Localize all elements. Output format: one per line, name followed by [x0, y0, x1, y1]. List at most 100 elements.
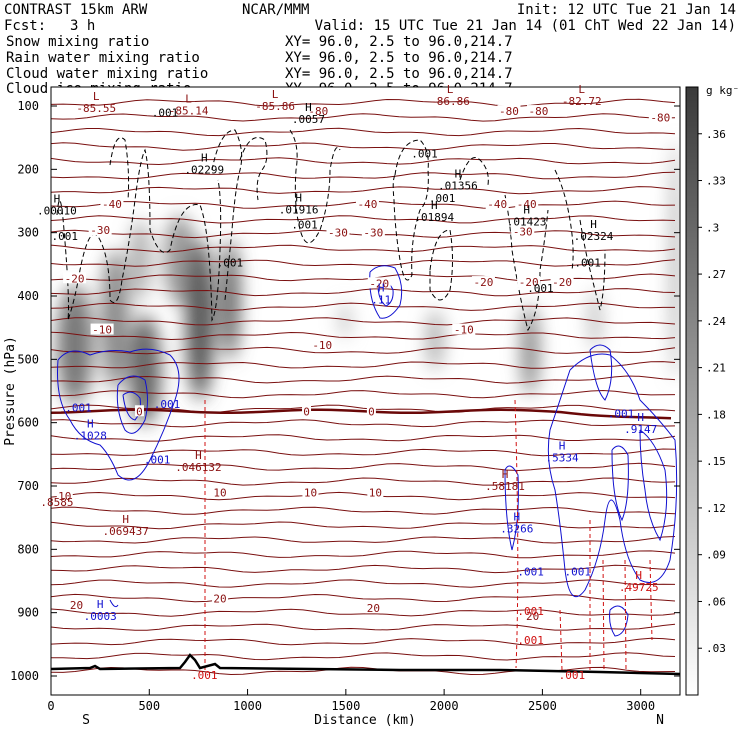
snow-contour — [109, 137, 130, 201]
cloud-water-label: .0003 — [84, 610, 117, 623]
isotherm-label-bg — [365, 602, 382, 614]
isotherm-line — [51, 506, 676, 515]
isotherm-label-bg — [452, 323, 476, 335]
y-tick-label: 900 — [17, 606, 39, 620]
snow-contour-label: .01423 — [507, 215, 547, 228]
extremum-marker: L — [447, 83, 454, 96]
isotherm-label: -40 — [102, 198, 122, 211]
snow-contour-label: .0057 — [292, 113, 325, 126]
rain-contour-label: .001 — [517, 634, 544, 647]
isotherm-line — [51, 171, 676, 180]
cloud-water-max-marker: H — [637, 411, 644, 424]
isotherm-label: -30 — [513, 225, 533, 238]
snow-contour-label: .001 — [152, 107, 179, 120]
isotherm-label-bg — [68, 599, 85, 611]
snow-contour — [504, 194, 549, 332]
isotherm-label: 20 — [367, 602, 380, 615]
isotherm-label-bg — [56, 490, 73, 502]
x-tick-label: 1500 — [331, 699, 360, 713]
isotherm-label-bg — [366, 405, 376, 417]
rain-max-marker: H — [635, 569, 642, 582]
isotherm-line — [51, 404, 676, 413]
isotherm-line — [51, 113, 676, 122]
isotherm-label: 0 — [368, 405, 375, 418]
snow-max-marker: H — [54, 193, 61, 206]
isotherm-line — [51, 186, 676, 195]
isotherm-label: -20 — [65, 272, 85, 285]
rain-contour — [514, 399, 519, 669]
isotherm-label-bg — [326, 226, 350, 238]
y-tick-label: 1000 — [10, 669, 39, 683]
snow-max-marker: H — [305, 101, 312, 114]
isotherm-line — [51, 491, 676, 501]
isotherm-line — [51, 302, 675, 311]
terrain-line — [51, 653, 680, 676]
cloud-water-contour — [57, 348, 180, 481]
extremum-marker: L — [578, 83, 585, 96]
freezing-level-line — [51, 408, 672, 420]
isotherm-line — [51, 142, 676, 151]
snow-contour-label: .01894 — [414, 211, 454, 224]
isotherm-label-bg — [550, 276, 574, 288]
extremum-value: .046132 — [175, 461, 221, 474]
y-tick-label: 400 — [17, 289, 39, 303]
isotherm-line — [51, 215, 676, 224]
cloud-water-contour — [611, 445, 629, 522]
isotherm-label-bg — [306, 105, 330, 117]
isotherm-label-bg — [302, 405, 312, 417]
cloud-water-label: .9147 — [624, 423, 657, 436]
colorbar-tick-label: .03 — [706, 642, 726, 655]
cloud-water-contour — [109, 599, 119, 608]
x-tick-label: 0 — [47, 699, 54, 713]
x-axis: 0 500 1000 1500 2000 2500 3000 — [47, 689, 655, 713]
isotherm-label: 20 — [213, 593, 226, 606]
isotherm-label-bg — [524, 609, 541, 621]
isotherm-line — [51, 127, 676, 137]
isotherm-line — [51, 375, 676, 384]
isotherm-label: 10 — [58, 490, 71, 503]
snow-contour — [554, 169, 574, 271]
cloud-water-label: .001 — [154, 398, 181, 411]
cloud-water-label: .001 — [65, 402, 92, 415]
isotherm-line — [51, 579, 676, 588]
right-endpoint-label: N — [656, 713, 664, 728]
isotherm-label-bg — [355, 198, 379, 210]
isotherm-label: -10 — [454, 324, 474, 337]
rain-contour-label: .49725 — [619, 581, 659, 594]
plot-frame — [50, 86, 681, 696]
isotherm-label: -10 — [312, 339, 332, 352]
colorbar-tick-label: .3 — [706, 221, 719, 234]
rain-contour — [602, 559, 605, 671]
isotherm-line — [51, 462, 676, 472]
legend-snow-name: Snow mixing ratio — [6, 34, 149, 50]
isotherm-line — [51, 434, 676, 442]
cloud-water-contour — [589, 344, 613, 401]
snow-contour — [289, 129, 341, 244]
x-tick-label: 2500 — [528, 699, 557, 713]
isotherm-line — [51, 331, 676, 341]
extremum-value: -85.55 — [76, 102, 116, 115]
snow-contour — [56, 148, 222, 322]
snow-max-marker: H — [431, 199, 438, 212]
isotherm-line — [51, 98, 676, 107]
isotherm-line — [51, 521, 676, 530]
valid-time: Valid: 15 UTC Tue 21 Jan 14 (01 ChT Wed … — [315, 18, 736, 34]
rain-contour-label: .001 — [191, 669, 218, 682]
snow-contour — [459, 157, 489, 186]
colorbar-ticks: .03 .06 .09 .12 .15 .18 .21 .24 .27 .3 .33 .36 — [698, 128, 726, 655]
colorbar-tick-label: .06 — [706, 595, 726, 608]
contour-annotations: -80 -80 -80 -80-40 -40 -40 -40-30 -30 -30 -30-20-… — [37, 83, 672, 682]
isotherm-label: -80 — [650, 111, 670, 124]
isotherm-label: -80 — [499, 105, 519, 118]
isotherm-label: 20 — [526, 610, 539, 623]
isotherm-line — [51, 157, 676, 166]
rain-contour-label: .001 — [517, 605, 544, 618]
isotherm-label-bg — [367, 486, 384, 498]
snow-contour — [579, 219, 606, 311]
init-time: Init: 12 UTC Tue 21 Jan 14 — [517, 2, 736, 18]
isotherm-line — [51, 317, 676, 326]
rain-contour — [624, 559, 627, 671]
isotherm-label-bg — [90, 323, 114, 335]
snow-contour-label: .001 — [429, 192, 456, 205]
